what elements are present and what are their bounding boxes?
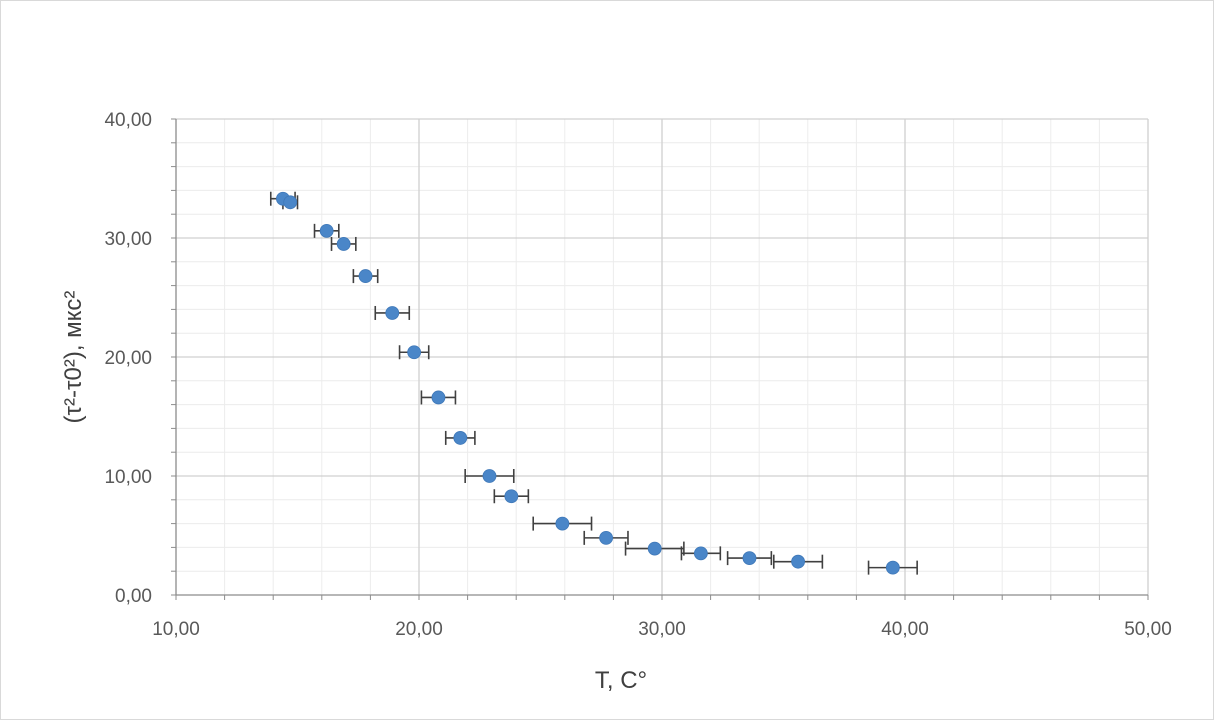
data-point <box>336 237 351 251</box>
grid <box>176 118 1149 595</box>
data-points <box>276 191 900 575</box>
tick-labels: 10,00 20,00 30,00 40,00 50,000,0010,0020,003… <box>104 110 1171 640</box>
y-tick-label: 40,00 <box>104 110 152 131</box>
data-point <box>791 554 805 569</box>
y-tick-label: 30,00 <box>104 229 152 250</box>
data-point <box>453 431 468 445</box>
axes <box>171 118 1149 600</box>
x-tick-label: 50,00 <box>1124 619 1172 640</box>
data-point <box>385 306 400 320</box>
x-tick-label: 40,00 <box>881 619 929 640</box>
data-point <box>319 223 334 238</box>
error-bars <box>269 191 918 575</box>
data-point <box>482 469 497 483</box>
data-point <box>283 195 298 210</box>
data-point <box>742 551 757 566</box>
data-point <box>599 530 614 545</box>
data-point <box>693 546 708 561</box>
data-point <box>504 489 519 504</box>
data-point <box>407 345 422 360</box>
data-point <box>431 390 446 405</box>
x-tick-label: 10,00 <box>152 619 200 640</box>
x-axis-title: T, C° <box>595 667 647 694</box>
y-axis-title: (τ²-τ0²), мкс² <box>60 291 87 424</box>
y-tick-label: 20,00 <box>104 348 152 369</box>
y-tick-label: 10,00 <box>104 467 152 488</box>
x-tick-label: 20,00 <box>395 619 443 640</box>
data-point <box>885 560 900 575</box>
data-point <box>555 516 570 531</box>
y-tick-label: 0,00 <box>115 586 152 607</box>
data-point <box>358 269 373 283</box>
data-point <box>647 541 662 556</box>
x-tick-label: 30,00 <box>638 619 686 640</box>
